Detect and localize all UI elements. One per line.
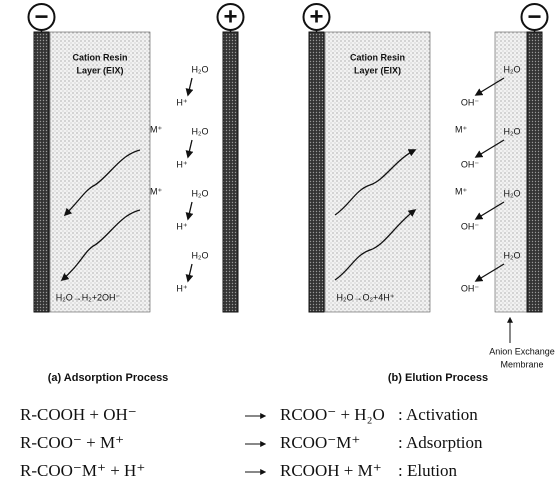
layer-label: Layer (EIX) [76,65,123,75]
resin-layer [324,31,431,313]
reaction-arrow [474,139,505,158]
ion-flow-arrow [60,209,141,281]
reaction-arrow [185,77,194,97]
reaction-arrow [185,263,194,283]
ion-flow-arrow [334,149,417,216]
water-label: H₂O [504,250,521,260]
electrode-reaction: H₂O→H₂+2OH⁻ [56,292,121,302]
water-label: H₂O [192,188,209,198]
electrode-sign: + [309,3,323,30]
water-label: H₂O [504,64,521,74]
electrode [308,31,325,313]
resin-layer [49,31,151,313]
ion-label: M⁺ [455,124,467,134]
equation-right: RCOOH + M⁺ [280,461,382,480]
equation-right: RCOO⁻M⁺ [280,433,360,452]
electrode-terminal [27,3,56,31]
ion-flow-arrow [63,149,141,217]
electrode-terminal [520,3,549,31]
product-label: OH⁻ [461,221,480,231]
water-label: H₂O [192,250,209,260]
equation-label: : Activation [398,405,478,424]
water-label: H₂O [504,188,521,198]
electrode-sign: + [223,3,237,30]
product-label: OH⁻ [461,97,480,107]
reaction-arrow [474,77,505,96]
electrode-terminal [216,3,245,31]
equation-label: : Adsorption [398,433,483,452]
caption: (b) Elution Process [388,372,488,384]
water-label: H₂O [192,126,209,136]
reaction-arrow [474,263,505,282]
ion-label: M⁺ [150,186,162,196]
electrode-sign: − [34,3,48,30]
ion-label: M⁺ [455,186,467,196]
membrane-label: Membrane [500,359,543,369]
ion-label: M⁺ [150,124,162,134]
membrane-layer [494,31,528,313]
reaction-arrow [474,201,505,220]
product-label: H⁺ [176,97,187,107]
product-label: H⁺ [176,159,187,169]
layer-label: Layer (EIX) [354,65,401,75]
layer-label: Cation Resin [72,52,127,62]
product-label: OH⁻ [461,283,480,293]
reaction-arrow [185,139,194,159]
equation-left: R-COO⁻M⁺ + H⁺ [20,461,145,480]
product-label: H⁺ [176,283,187,293]
product-label: OH⁻ [461,159,480,169]
reaction-arrow [185,201,194,221]
electrode [526,31,543,313]
equation-label: : Elution [398,461,458,480]
membrane-label: Anion Exchange [489,346,555,356]
caption: (a) Adsorption Process [48,372,169,384]
water-label: H₂O [504,126,521,136]
equation-left: R-COO⁻ + M⁺ [20,433,124,452]
equation-left: R-COOH + OH⁻ [20,405,137,424]
electrode-sign: − [527,3,541,30]
layer-label: Cation Resin [350,52,405,62]
water-label: H₂O [192,64,209,74]
ion-flow-arrow [334,209,417,281]
equation-right: RCOO⁻ + H₂O [280,405,385,424]
electrode [222,31,239,313]
electrode-reaction: H₂O→O₂+4H⁺ [337,292,395,302]
electrode-terminal [302,3,331,31]
product-label: H⁺ [176,221,187,231]
electrode [33,31,50,313]
